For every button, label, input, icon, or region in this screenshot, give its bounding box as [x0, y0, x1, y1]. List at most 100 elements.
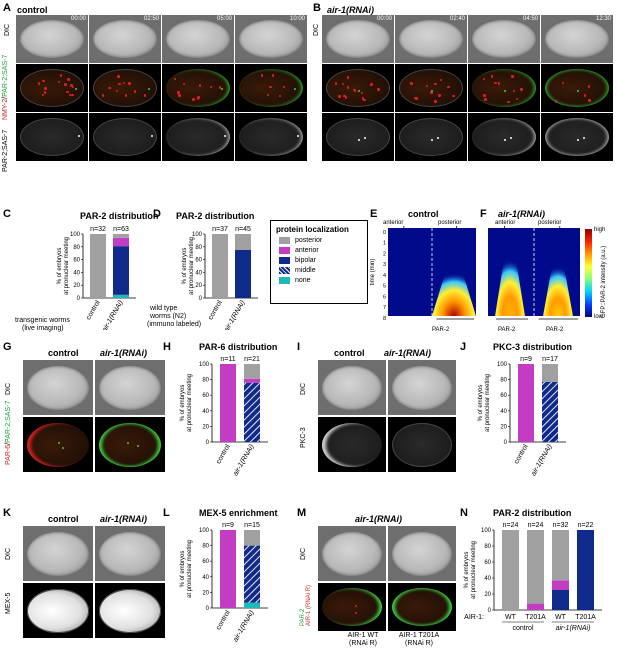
- category-label: control: [215, 443, 232, 465]
- sample-size-label: n=37: [212, 226, 228, 233]
- timestamp: 02:50: [143, 16, 159, 22]
- category-label: air-1(RNAi): [232, 610, 255, 644]
- y-tick-label: 80: [73, 245, 80, 251]
- signal-spot: [196, 97, 200, 100]
- bar-segment-anterior: [552, 580, 569, 590]
- signal-spot: [515, 97, 519, 101]
- panel-f-xlabel-2: PAR-2: [546, 327, 564, 333]
- embryo: [399, 68, 463, 108]
- panel-m-row2: PAR-2 AIR-1 (RNAi R): [300, 584, 312, 626]
- localization-legend: protein localization posterior anterior bi…: [270, 220, 368, 304]
- kymograph-y-tick: 2: [383, 251, 386, 257]
- sample-size-label: n=17: [542, 356, 558, 363]
- embryo: [239, 117, 303, 157]
- y-tick-label: 60: [195, 258, 202, 264]
- signal-spot: [61, 447, 64, 450]
- embryo: [472, 68, 536, 108]
- signal-spot: [77, 134, 80, 137]
- legend-label-anterior: anterior: [295, 247, 319, 254]
- y-tick-label: 0: [199, 296, 203, 302]
- y-tick-label: 60: [73, 258, 80, 264]
- bar-segment-anterior: [527, 603, 544, 610]
- category-label: control: [513, 443, 530, 465]
- sample-size-label: n=22: [578, 522, 594, 529]
- sample-size-label: n=32: [90, 226, 106, 233]
- bar-segment-posterior: [235, 234, 251, 250]
- panel-f-posterior: posterior: [538, 220, 562, 226]
- timestamp: 12:30: [595, 16, 611, 22]
- bar-segment-posterior: [212, 234, 228, 298]
- signal-spot: [218, 86, 222, 89]
- kymograph-y-tick: 5: [383, 284, 386, 290]
- bar-segment-posterior: [244, 364, 260, 379]
- signal-spot: [413, 96, 417, 99]
- bar-segment-anterior: [244, 378, 260, 383]
- signal-spot: [431, 90, 433, 93]
- micrograph-dic: [388, 360, 456, 415]
- micrograph-dic: [318, 526, 386, 581]
- bar-segment-posterior: [552, 530, 569, 581]
- signal-spot: [173, 77, 177, 81]
- micrograph-red: [23, 417, 93, 472]
- signal-spot: [577, 90, 579, 93]
- panel-f-xlabel-1: PAR-2: [498, 327, 516, 333]
- embryo: [99, 588, 161, 633]
- micrograph-dic: 12:30: [541, 15, 613, 63]
- sample-size-label: n=24: [503, 522, 519, 529]
- signal-spot: [410, 82, 413, 85]
- chart-l: % of embryosat pronuclear meeting 0 20 40 60…: [180, 522, 268, 644]
- kymograph-e: time (min) 0 1 2 3 4 5 6 7 8: [370, 226, 476, 322]
- y-tick-label: 60: [202, 559, 209, 565]
- y-tick-label: 20: [202, 590, 209, 596]
- signal-spot: [353, 88, 356, 92]
- legend-swatch-anterior: [279, 247, 290, 254]
- micrograph-dic: 02:40: [395, 15, 467, 63]
- par2-intensity-band: [495, 241, 525, 316]
- y-axis-label: % of embryosat pronuclear meeting: [182, 237, 195, 295]
- micrograph-dic: [388, 526, 456, 581]
- signal-spot: [520, 88, 523, 91]
- embryo: [322, 587, 382, 627]
- micrograph-gray: [541, 113, 613, 161]
- micrograph-dic: 00:00: [322, 15, 394, 63]
- signal-spot: [41, 93, 45, 97]
- embryo: [93, 68, 157, 108]
- signal-spot: [509, 137, 512, 139]
- y-tick-label: 60: [202, 393, 209, 399]
- y-tick-label: 80: [484, 544, 491, 550]
- signal-spot: [101, 94, 105, 97]
- signal-spot: [44, 87, 47, 90]
- embryo: [399, 117, 463, 157]
- y-tick-label: 40: [202, 409, 209, 415]
- kymograph-y-label: time (min): [370, 259, 376, 286]
- par2-intensity-band: [543, 250, 573, 316]
- y-tick-label: 100: [481, 528, 492, 534]
- y-axis-label: % of embryosat pronuclear meeting: [180, 540, 193, 598]
- panel-d-note-2: worms (N2): [150, 313, 187, 320]
- bar-segment-anterior: [220, 364, 236, 442]
- embryo: [545, 19, 609, 59]
- signal-spot: [344, 96, 348, 99]
- signal-spot: [37, 82, 41, 85]
- micrograph-gray: [89, 113, 161, 161]
- kymograph-f: [488, 226, 580, 320]
- sample-size-label: n=32: [553, 522, 569, 529]
- signal-spot: [588, 99, 591, 102]
- panel-m-caption-1: AIR-1 WT (RNAi R): [347, 632, 379, 647]
- y-tick-label: 60: [500, 393, 507, 399]
- sample-size-label: n=63: [113, 226, 129, 233]
- y-tick-label: 100: [199, 528, 210, 534]
- bar-segment-posterior: [244, 530, 260, 546]
- bar-segment-middle: [244, 382, 260, 442]
- signal-spot: [334, 82, 338, 85]
- embryo: [93, 117, 157, 157]
- y-tick-label: 40: [195, 270, 202, 276]
- bar-segment-posterior: [90, 234, 106, 298]
- signal-spot: [361, 97, 365, 100]
- panel-c-title: PAR-2 distribution: [80, 211, 159, 221]
- sample-size-label: n=9: [520, 356, 532, 363]
- signal-spot: [484, 98, 487, 101]
- signal-spot: [577, 139, 579, 142]
- kymograph-y-tick: 0: [383, 230, 386, 236]
- y-tick-label: 0: [504, 440, 508, 446]
